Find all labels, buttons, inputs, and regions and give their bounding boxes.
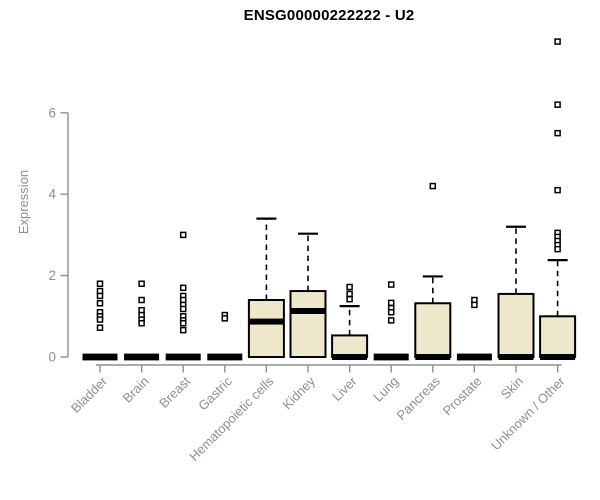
collapsed-box-Prostate [456,353,492,361]
y-tick-label: 6 [48,105,56,120]
x-tick-label: Breast [156,373,193,410]
outlier-point [179,231,187,239]
outlier-point [96,324,104,331]
outlier-point [138,280,145,287]
outlier-point [429,182,437,190]
collapsed-box-Breast [165,353,201,361]
x-tick-label: Pancreas [393,373,443,423]
x-tick-label: Prostate [440,374,485,419]
outlier-point [554,245,561,253]
box-Hematopoietic cells [247,299,285,358]
x-tick-label: Kidney [279,373,318,412]
outlier-point [138,319,145,327]
median-line [248,318,284,325]
outlier-point [387,317,395,324]
median-line [290,308,326,315]
outlier-point [179,305,187,313]
outlier-point [96,292,104,300]
collapsed-box-Bladder [82,353,118,361]
outlier-point [346,283,353,291]
collapsed-box-Gastric [207,353,243,361]
outlier-point [179,326,187,334]
outlier-point [471,301,478,309]
collapsed-box-Brain [124,353,160,361]
x-tick-label: Liver [329,373,360,404]
y-tick-label: 4 [48,187,56,202]
median-line [540,354,576,360]
box-Kidney [289,290,327,359]
outlier-point [138,296,145,304]
median-line [498,354,534,360]
outlier-point [554,186,561,194]
x-tick-label: Skin [498,374,526,402]
chart-title: ENSG00000222222 - U2 [243,7,415,24]
outlier-point [554,129,561,137]
median-line [332,354,368,360]
outlier-point [346,290,353,298]
y-tick-label: 2 [48,268,56,283]
outlier-point [554,38,561,45]
outlier-point [387,308,395,316]
median-line [415,354,451,360]
outlier-point [96,300,104,307]
x-tick-label: Brain [120,374,152,406]
outlier-point [96,316,104,323]
outlier-point [387,299,395,307]
y-tick-label: 0 [48,350,56,365]
outlier-point [179,319,187,327]
outlier-point [554,101,561,108]
x-tick-label: Lung [370,374,401,405]
x-tick-label: Gastric [195,373,235,413]
outlier-point [179,284,187,292]
outlier-point [96,280,104,287]
outlier-point [346,295,353,303]
box-Unknown / Other [539,315,577,358]
x-tick-label: Unknown / Other [488,373,568,453]
x-tick-label: Bladder [68,373,111,416]
box-Liver [331,334,369,358]
outlier-point [221,315,229,322]
collapsed-box-Lung [373,353,409,361]
outlier-point [387,281,395,288]
box-Skin [497,292,535,359]
box-Pancreas [414,302,452,358]
